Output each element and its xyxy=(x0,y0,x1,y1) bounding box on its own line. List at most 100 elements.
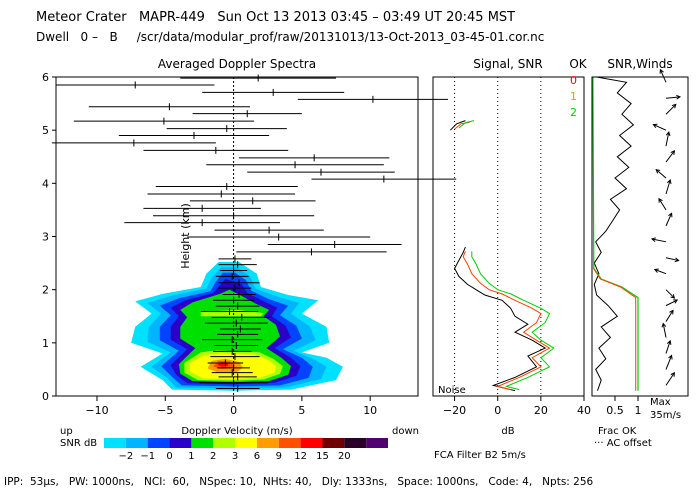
doppler-ytick-label-3: 3 xyxy=(42,231,49,244)
wind-arrowhead-1 xyxy=(668,354,673,360)
winds-xtick-label-1: 1 xyxy=(635,404,642,417)
doppler-ytick-label-5: 5 xyxy=(42,124,49,137)
wind-barb-10 xyxy=(665,213,673,227)
colorbar-label: SNR dB xyxy=(60,438,97,449)
colorbar-swatch-12 xyxy=(366,438,388,448)
doppler-xtick-label-1: −5 xyxy=(157,404,173,417)
colorbar-tick-3: 1 xyxy=(188,451,194,462)
wind-barb-11 xyxy=(658,198,667,211)
colorbar-tick-7: 9 xyxy=(276,451,282,462)
legend-1: 1 xyxy=(570,90,577,103)
colorbar-swatch-5 xyxy=(213,438,236,448)
doppler-ytick-label-2: 2 xyxy=(42,284,49,297)
wind-barb-15 xyxy=(665,132,670,147)
wind-barbs xyxy=(650,68,682,386)
height-axis-label: Height (km) xyxy=(179,203,192,269)
signal-title: Signal, SNR xyxy=(473,57,542,71)
wind-barb-2 xyxy=(665,340,671,354)
wind-barb-1 xyxy=(665,355,673,370)
colorbar-swatch-2 xyxy=(147,438,170,448)
wind-arrowhead-9 xyxy=(650,237,656,242)
colorbar-swatch-4 xyxy=(191,438,214,448)
contour-level-11 xyxy=(209,326,246,339)
doppler-ytick-label-1: 1 xyxy=(42,337,49,350)
colorbar-tick-5: 3 xyxy=(232,451,238,462)
signal-series-2 xyxy=(471,251,555,391)
colorbar-tick-8: 12 xyxy=(294,451,307,462)
wind-arrowhead-11 xyxy=(658,197,663,203)
wind-barb-6 xyxy=(665,289,675,299)
signal-series-0 xyxy=(454,246,547,392)
colorbar-swatch-0 xyxy=(104,438,126,448)
doppler-ytick-label-4: 4 xyxy=(42,177,49,190)
wind-arrowhead-16 xyxy=(652,123,658,129)
figure-title: Meteor Crater MAPR-449 Sun Oct 13 2013 0… xyxy=(36,10,516,25)
wind-arrowhead-4 xyxy=(669,309,674,315)
signal-xtick-label-2: 20 xyxy=(534,404,548,417)
filter-label: FCA Filter B2 5m/s xyxy=(434,450,526,461)
signal-series-1 xyxy=(462,251,551,391)
wind-arrowhead-5 xyxy=(673,299,679,304)
doppler-xtick-label-4: 10 xyxy=(363,404,377,417)
doppler-title: Averaged Doppler Spectra xyxy=(158,57,316,71)
wind-arrowhead-18 xyxy=(676,94,682,100)
frac-ok-label: Frac OK xyxy=(598,426,637,437)
doppler-xtick-label-3: 5 xyxy=(298,404,305,417)
colorbar-swatch-6 xyxy=(235,438,257,448)
up-label: up xyxy=(60,426,73,437)
wind-arrowhead-10 xyxy=(668,212,673,218)
wind-barb-3 xyxy=(662,323,667,338)
colorbar-swatch-1 xyxy=(125,438,148,448)
wind-barb-16 xyxy=(653,124,667,131)
wind-arrowhead-3 xyxy=(661,322,667,328)
max-label: Max xyxy=(650,397,671,408)
instrument-parameters: IPP: 53μs, PW: 1000ns, NCI: 60, NSpec: 1… xyxy=(4,476,594,488)
wind-barb-12 xyxy=(665,179,671,195)
wind-barb-18 xyxy=(665,96,681,99)
wind-arrowhead-7 xyxy=(653,268,659,273)
doppler-y-ticks: 0 1 2 3 4 5 6 xyxy=(42,71,56,403)
wind-barb-17 xyxy=(665,104,677,115)
signal-plot-frame xyxy=(432,76,585,397)
doppler-ytick-label-6: 6 xyxy=(42,71,49,84)
doppler-x-ticks: −10 −5 0 5 10 xyxy=(85,396,377,417)
colorbar-swatch-9 xyxy=(300,438,323,448)
wind-arrowhead-0 xyxy=(670,371,675,377)
wind-barb-13 xyxy=(655,169,667,179)
signal-x-ticks: −20 0 20 40 xyxy=(443,396,591,417)
colorbar-tick-4: 2 xyxy=(210,451,216,462)
velocity-profiles xyxy=(51,74,457,393)
wind-barb-7 xyxy=(654,269,667,275)
wind-arrowhead-13 xyxy=(655,168,661,174)
colorbar-swatch-10 xyxy=(322,438,345,448)
signal-series-5 xyxy=(458,120,475,129)
snr-colorbar: −2 −1 0 1 2 3 6 9 12 15 20 xyxy=(104,438,388,462)
velocity-axis-label: Doppler Velocity (m/s) xyxy=(181,426,292,437)
winds-title: SNR,Winds xyxy=(607,57,672,71)
colorbar-swatch-11 xyxy=(344,438,367,448)
wind-barb-5 xyxy=(665,299,678,307)
colorbar-tick-6: 6 xyxy=(254,451,260,462)
signal-series xyxy=(449,120,555,392)
max-value-label: 35m/s xyxy=(650,410,681,421)
wind-barb-8 xyxy=(665,257,679,262)
snr-contours xyxy=(131,262,343,391)
frac-ok-line-green xyxy=(592,76,639,391)
wind-barb-4 xyxy=(665,310,674,322)
wind-arrowhead-6 xyxy=(670,294,676,299)
snr-winds-panel: SNR,Winds 0.5 1 Frac OK ··· AC offset Max… xyxy=(591,57,689,449)
wind-barb-0 xyxy=(665,372,675,386)
signal-dotted-lines xyxy=(454,77,542,396)
ac-offset-label: ··· AC offset xyxy=(594,438,652,449)
legend-0: 0 xyxy=(570,74,577,87)
winds-x-ticks: 0.5 1 xyxy=(606,396,642,417)
colorbar-tick-9: 15 xyxy=(316,451,329,462)
winds-plot-frame xyxy=(591,76,689,397)
snr-profile-line xyxy=(593,76,635,391)
winds-xtick-label-0: 0.5 xyxy=(606,404,624,417)
wind-arrowhead-19 xyxy=(659,68,664,74)
db-axis-label: dB xyxy=(501,426,514,437)
signal-xtick-label-1: 0 xyxy=(494,404,501,417)
signal-snr-panel: Signal, SNR −20 0 20 40 Noise dB OK 0 1 2 xyxy=(432,57,591,437)
